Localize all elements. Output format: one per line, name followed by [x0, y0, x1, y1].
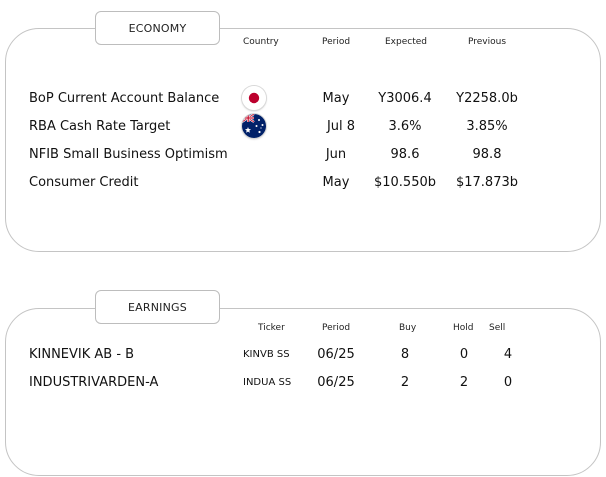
economy-row-previous: 98.8	[472, 147, 502, 162]
economy-row-previous: $17.873b	[455, 175, 518, 190]
economy-header-period: Period	[322, 37, 351, 47]
economy-row-event: NFIB Small Business Optimism	[29, 147, 228, 162]
earnings-header-sell: Sell	[489, 323, 506, 333]
earnings-row-buy: 2	[400, 375, 410, 390]
earnings-row-period: 06/25	[317, 375, 355, 390]
earnings-row-buy: 8	[400, 347, 410, 362]
economy-header-previous: Previous	[468, 37, 507, 47]
economy-header-country: Country	[243, 37, 279, 47]
economy-row-period: Jul 8	[326, 119, 356, 134]
economy-row-expected: 3.6%	[388, 119, 422, 134]
earnings-header-ticker: Ticker	[258, 323, 285, 333]
earnings-title: EARNINGS	[128, 300, 187, 314]
earnings-row-ticker: INDUA SS	[243, 377, 292, 388]
earnings-header-period: Period	[322, 323, 351, 333]
economy-title: ECONOMY	[128, 21, 187, 35]
economy-row-event: Consumer Credit	[29, 175, 139, 190]
earnings-row-company: INDUSTRIVARDEN-A	[29, 375, 159, 390]
earnings-row-company: KINNEVIK AB - B	[29, 347, 135, 362]
earnings-panel	[5, 308, 601, 476]
economy-row-period: May	[322, 175, 350, 190]
economy-row-event: RBA Cash Rate Target	[29, 119, 171, 134]
earnings-row-sell: 0	[503, 375, 513, 390]
economy-row-previous: 3.85%	[466, 119, 508, 134]
australia-flag-icon	[242, 114, 266, 138]
earnings-row-ticker: KINVB SS	[243, 349, 290, 360]
japan-flag-icon	[242, 86, 266, 110]
earnings-row-sell: 4	[503, 347, 513, 362]
earnings-row-hold: 2	[459, 375, 469, 390]
earnings-header-buy: Buy	[399, 323, 417, 333]
earnings-row-period: 06/25	[317, 347, 355, 362]
economy-row-expected: Y3006.4	[378, 91, 432, 106]
economy-row-expected: 98.6	[390, 147, 420, 162]
economy-panel	[5, 28, 601, 252]
economy-tab[interactable]: ECONOMY	[95, 11, 220, 45]
economy-row-period: May	[322, 91, 350, 106]
earnings-tab[interactable]: EARNINGS	[95, 290, 220, 324]
economy-header-expected: Expected	[385, 37, 427, 47]
economy-row-period: Jun	[325, 147, 347, 162]
economy-row-expected: $10.550b	[373, 175, 436, 190]
economy-row-previous: Y2258.0b	[456, 91, 518, 106]
economy-row-event: BoP Current Account Balance	[29, 91, 220, 106]
earnings-row-hold: 0	[459, 347, 469, 362]
earnings-header-hold: Hold	[453, 323, 474, 333]
